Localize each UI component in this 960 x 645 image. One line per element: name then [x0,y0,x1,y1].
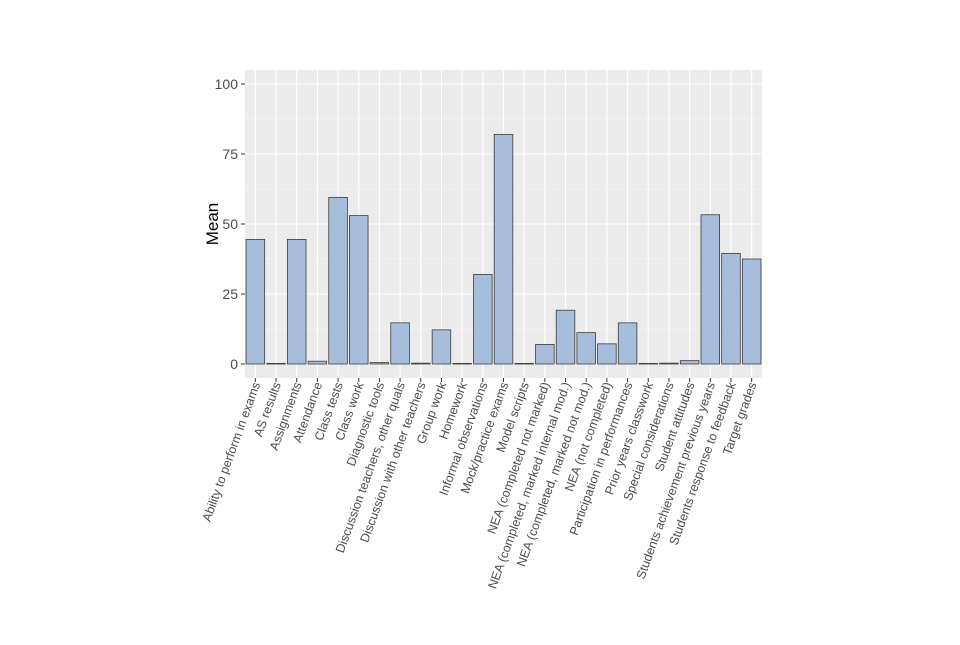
bar [576,332,596,365]
y-tick-label: 50 [222,216,238,232]
bar [493,133,514,365]
x-tick-label: Ability to perform in exams [200,380,264,523]
y-axis-title: Mean [203,203,222,246]
bar [741,258,762,365]
y-tick-label: 75 [222,146,238,162]
bar [328,196,348,365]
bar [679,360,700,365]
bar [473,273,493,365]
bar [514,363,534,365]
bar [700,214,721,365]
bar [307,360,328,365]
bar [617,322,638,365]
bar [349,215,369,365]
bar [286,238,307,365]
bar [555,309,576,365]
bar [245,238,266,365]
bar [597,343,617,365]
y-tick-label: 25 [222,286,238,302]
bar [390,322,410,365]
bar [452,363,472,365]
y-tick-label: 0 [230,356,238,372]
bar [535,343,555,365]
bar [638,363,658,365]
bar [431,329,452,365]
bar [721,252,741,365]
bar [659,362,679,365]
bar [411,362,431,365]
y-tick-label: 100 [215,76,239,92]
bar [266,363,286,365]
bar [369,362,390,365]
